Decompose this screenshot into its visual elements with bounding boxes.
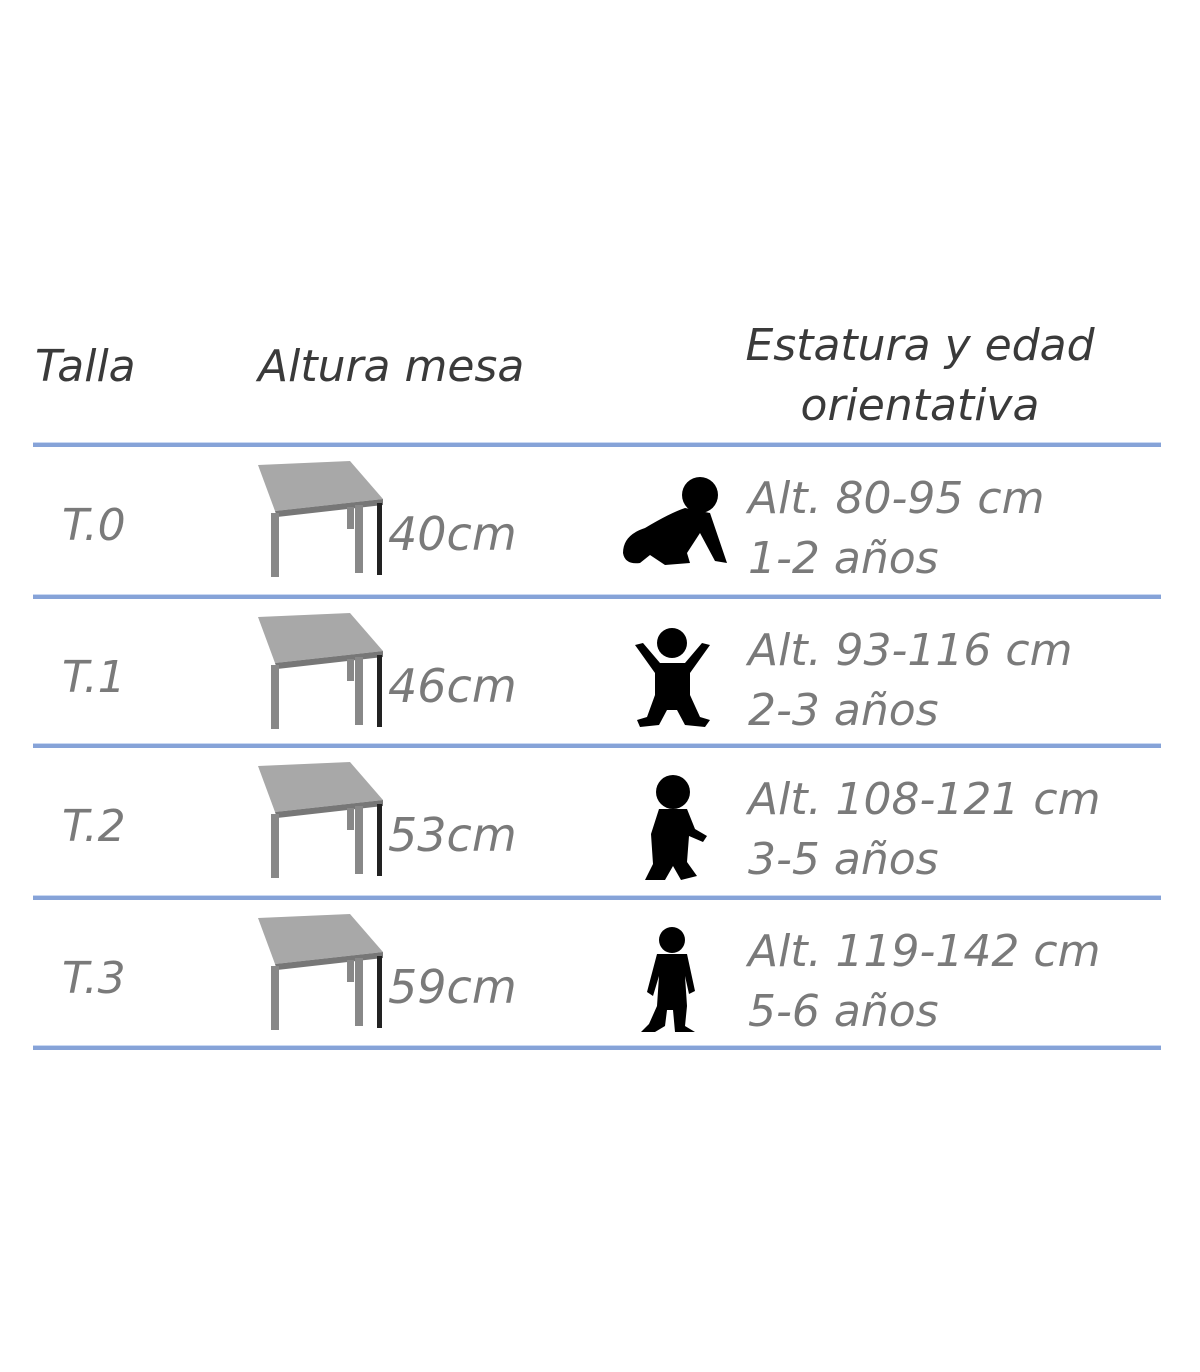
size-label: T.2 (62, 801, 126, 852)
table-icon (258, 762, 383, 878)
age-range: 3-5 años (748, 834, 939, 885)
header-stature-line2: orientativa (800, 380, 1040, 431)
stature-range: Alt. 119-142 cm (748, 926, 1101, 977)
header-stature: Estatura y edad orientativa (660, 316, 1180, 436)
divider (33, 895, 1161, 900)
stature-range: Alt. 108-121 cm (748, 774, 1101, 825)
table-height-value: 40cm (388, 507, 517, 561)
crawling-baby-icon (623, 477, 727, 565)
size-label: T.0 (62, 500, 126, 551)
header-table-height: Altura mesa (258, 341, 525, 392)
divider (33, 594, 1161, 599)
age-range: 5-6 años (748, 986, 939, 1037)
size-row: T.0 40cm Alt. 80-95 cm 1-2 años (0, 445, 1200, 595)
table-icon (258, 914, 383, 1030)
stature-info: Alt. 80-95 cm 1-2 años (748, 469, 1044, 589)
table-icon (258, 613, 383, 729)
age-range: 1-2 años (748, 533, 939, 584)
header-stature-line1: Estatura y edad (745, 320, 1095, 371)
stature-info: Alt. 93-116 cm 2-3 años (748, 621, 1072, 741)
table-height-value: 59cm (388, 960, 517, 1014)
size-label: T.3 (62, 953, 126, 1004)
table-height-value: 53cm (388, 808, 517, 862)
stature-info: Alt. 108-121 cm 3-5 años (748, 770, 1100, 890)
stature-range: Alt. 93-116 cm (748, 625, 1073, 676)
table-height-value: 46cm (388, 659, 517, 713)
divider (33, 743, 1161, 748)
child-standing-icon (645, 775, 707, 880)
table-icon (258, 461, 383, 577)
size-row: T.1 46cm Alt. 93-116 cm 2-3 años (0, 597, 1200, 747)
age-range: 2-3 años (748, 685, 939, 736)
stature-range: Alt. 80-95 cm (748, 473, 1045, 524)
divider (33, 1045, 1161, 1050)
size-row: T.2 53cm Alt. 108-121 cm 3-5 años (0, 746, 1200, 896)
size-label: T.1 (62, 652, 126, 703)
divider (33, 442, 1161, 447)
stature-info: Alt. 119-142 cm 5-6 años (748, 922, 1100, 1042)
toddler-arms-up-icon (635, 628, 710, 727)
size-row: T.3 59cm Alt. 119-142 cm 5-6 años (0, 898, 1200, 1048)
header-size: Talla (35, 341, 136, 392)
kid-standing-icon (641, 927, 695, 1032)
